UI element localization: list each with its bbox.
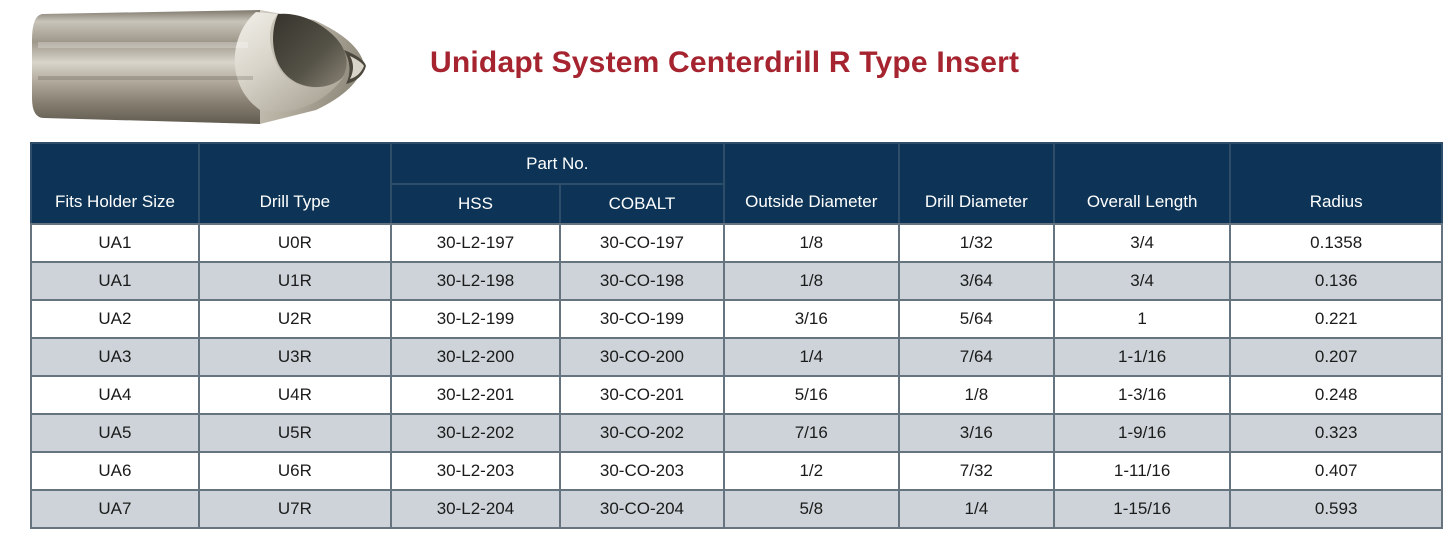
col-header-fits-holder-size: Fits Holder Size	[30, 142, 200, 225]
table-row: UA6 U6R 30-L2-203 30-CO-203 1/2 7/32 1-11/16 0.…	[30, 451, 1443, 491]
table-cell: 1	[1052, 299, 1232, 339]
table-cell: 5/64	[897, 299, 1055, 339]
table-cell: U0R	[197, 223, 392, 263]
table-cell: 3/4	[1052, 261, 1232, 301]
table-cell: 1-1/16	[1052, 337, 1232, 377]
table-row: UA1 U0R 30-L2-197 30-CO-197 1/8 1/32 3/4 0.1358	[30, 223, 1443, 263]
table-cell: 7/32	[897, 451, 1055, 491]
table-cell: U2R	[197, 299, 392, 339]
table-cell: UA6	[30, 451, 200, 491]
table-cell: 1-11/16	[1052, 451, 1232, 491]
table-header: Fits Holder Size Drill Type Part No. Out…	[30, 142, 1443, 225]
table-cell: 0.136	[1229, 261, 1443, 301]
table-cell: UA7	[30, 489, 200, 529]
col-header-overall-length: Overall Length	[1052, 142, 1232, 225]
table-cell: 3/16	[897, 413, 1055, 453]
table-cell: 30-CO-198	[559, 261, 725, 301]
table-cell: 30-CO-201	[559, 375, 725, 415]
table-cell: UA3	[30, 337, 200, 377]
table-cell: U3R	[197, 337, 392, 377]
table-cell: 7/16	[722, 413, 900, 453]
table-row: UA3 U3R 30-L2-200 30-CO-200 1/4 7/64 1-1/16 0.2…	[30, 337, 1443, 377]
table-cell: 1/4	[722, 337, 900, 377]
col-header-cobalt: COBALT	[559, 183, 725, 225]
col-header-hss: HSS	[389, 183, 562, 225]
table-cell: 0.207	[1229, 337, 1443, 377]
table-row: UA5 U5R 30-L2-202 30-CO-202 7/16 3/16 1-9/16 0.…	[30, 413, 1443, 453]
table-cell: 30-CO-204	[559, 489, 725, 529]
table-row: UA4 U4R 30-L2-201 30-CO-201 5/16 1/8 1-3/16 0.2…	[30, 375, 1443, 415]
table-body: UA1 U0R 30-L2-197 30-CO-197 1/8 1/32 3/4 0.1358…	[30, 223, 1443, 529]
table-cell: 30-CO-203	[559, 451, 725, 491]
table-row: UA2 U2R 30-L2-199 30-CO-199 3/16 5/64 1 0.221	[30, 299, 1443, 339]
table-cell: 0.593	[1229, 489, 1443, 529]
table-cell: 30-L2-204	[389, 489, 562, 529]
table-row: UA1 U1R 30-L2-198 30-CO-198 1/8 3/64 3/4 0.136	[30, 261, 1443, 301]
table-cell: U7R	[197, 489, 392, 529]
table-cell: 0.407	[1229, 451, 1443, 491]
table-cell: 1/8	[897, 375, 1055, 415]
table-cell: 1/2	[722, 451, 900, 491]
table-cell: 30-CO-202	[559, 413, 725, 453]
col-header-outside-diameter: Outside Diameter	[722, 142, 900, 225]
table-cell: 30-L2-202	[389, 413, 562, 453]
col-header-radius: Radius	[1229, 142, 1443, 225]
table-cell: 1/4	[897, 489, 1055, 529]
table-cell: U5R	[197, 413, 392, 453]
table-cell: 30-L2-201	[389, 375, 562, 415]
table-cell: 7/64	[897, 337, 1055, 377]
table-cell: 1-15/16	[1052, 489, 1232, 529]
col-header-drill-type: Drill Type	[197, 142, 392, 225]
col-group-header-part-no: Part No.	[389, 142, 725, 185]
table-cell: 30-CO-197	[559, 223, 725, 263]
table-cell: 30-L2-198	[389, 261, 562, 301]
table-cell: U1R	[197, 261, 392, 301]
table-cell: 1/8	[722, 261, 900, 301]
table-cell: 0.1358	[1229, 223, 1443, 263]
table-cell: UA5	[30, 413, 200, 453]
table-cell: 30-L2-199	[389, 299, 562, 339]
table-cell: 5/8	[722, 489, 900, 529]
table-cell: 3/4	[1052, 223, 1232, 263]
table-cell: 3/64	[897, 261, 1055, 301]
centerdrill-product-image	[32, 10, 366, 124]
table-cell: 3/16	[722, 299, 900, 339]
table-cell: 30-CO-200	[559, 337, 725, 377]
table-cell: 1-9/16	[1052, 413, 1232, 453]
page-title: Unidapt System Centerdrill R Type Insert	[430, 46, 1020, 79]
table-cell: UA1	[30, 223, 200, 263]
table-cell: 0.221	[1229, 299, 1443, 339]
table-cell: UA4	[30, 375, 200, 415]
table-cell: 30-L2-203	[389, 451, 562, 491]
table-cell: UA1	[30, 261, 200, 301]
table-cell: U6R	[197, 451, 392, 491]
col-header-drill-diameter: Drill Diameter	[897, 142, 1055, 225]
table-cell: 0.248	[1229, 375, 1443, 415]
table-cell: 0.323	[1229, 413, 1443, 453]
table-row: UA7 U7R 30-L2-204 30-CO-204 5/8 1/4 1-15/16 0.5…	[30, 489, 1443, 529]
table-cell: UA2	[30, 299, 200, 339]
table-cell: 1-3/16	[1052, 375, 1232, 415]
table-cell: U4R	[197, 375, 392, 415]
table-cell: 30-CO-199	[559, 299, 725, 339]
table-cell: 30-L2-197	[389, 223, 562, 263]
table-cell: 1/32	[897, 223, 1055, 263]
table-cell: 1/8	[722, 223, 900, 263]
table-cell: 5/16	[722, 375, 900, 415]
page-header: Unidapt System Centerdrill R Type Insert	[0, 0, 1445, 142]
spec-table: Fits Holder Size Drill Type Part No. Out…	[30, 142, 1443, 529]
table-cell: 30-L2-200	[389, 337, 562, 377]
